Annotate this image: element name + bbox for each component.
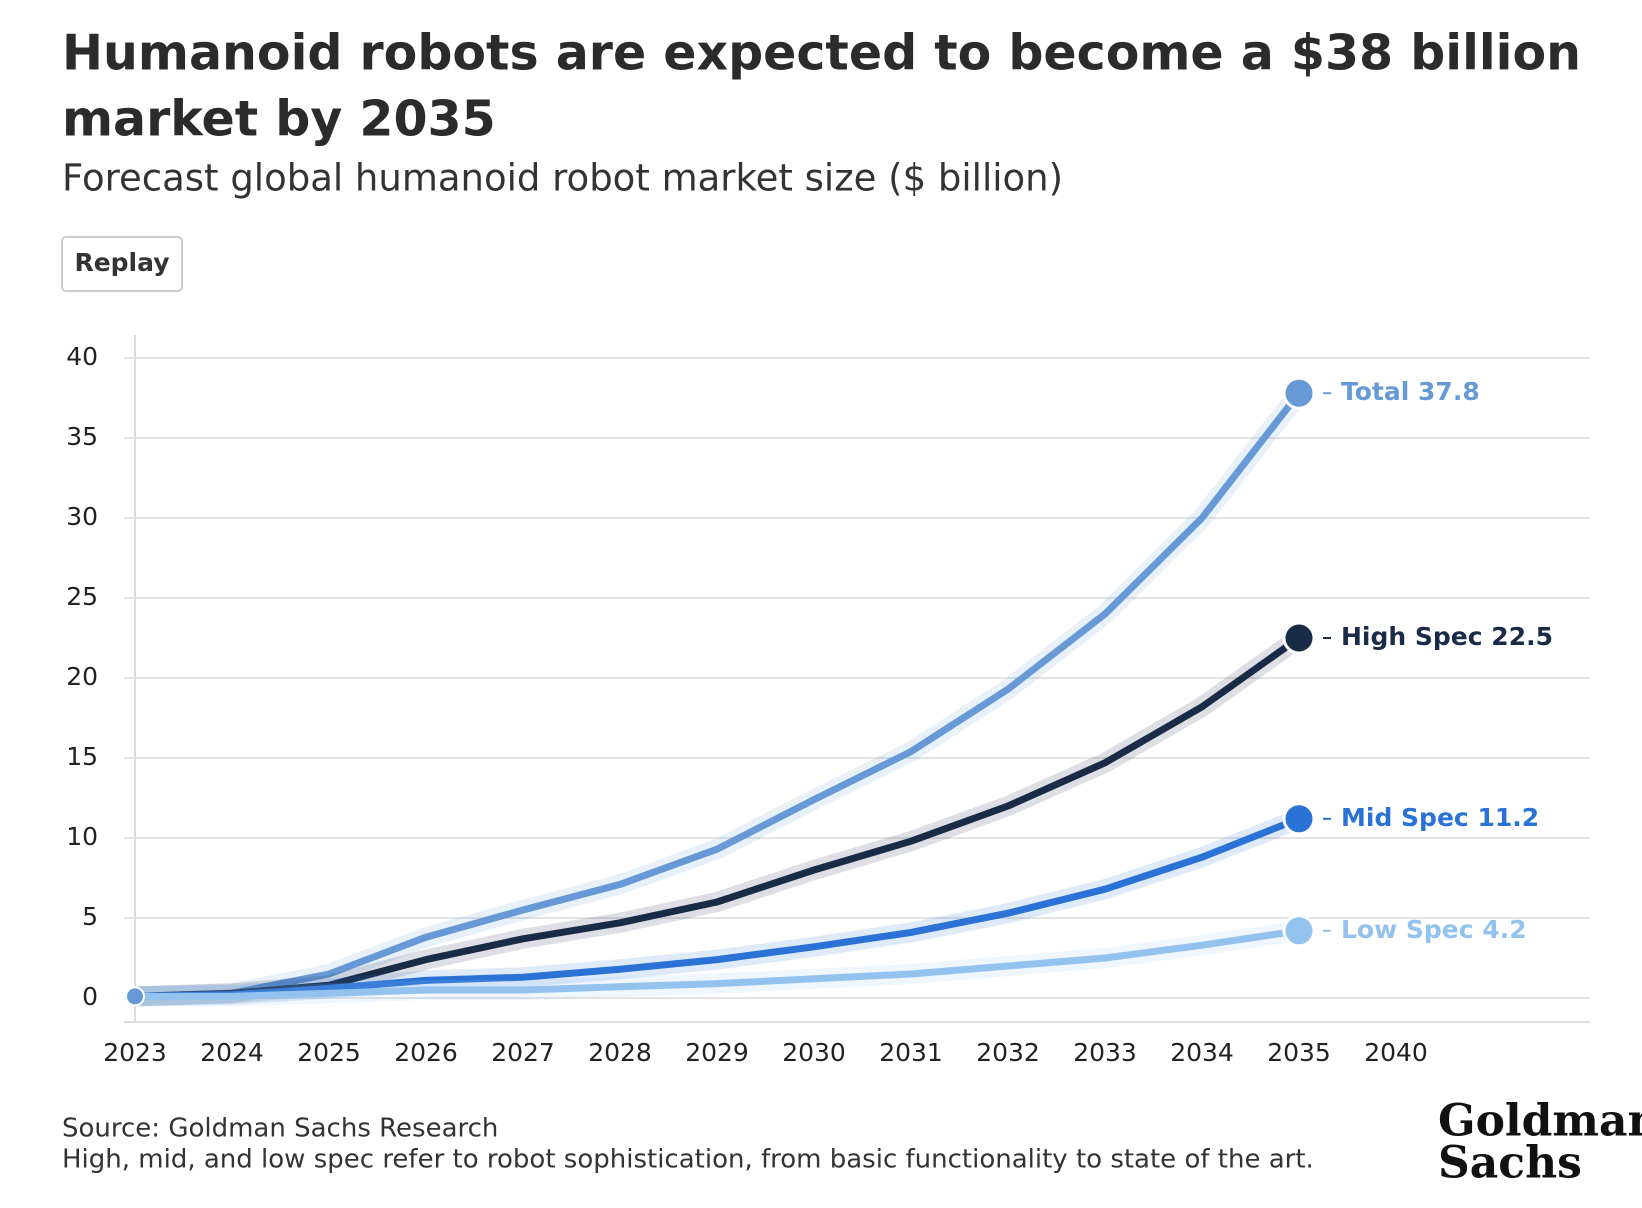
y-tick-label: 25 xyxy=(66,582,98,611)
source-note: Source: Goldman Sachs Research xyxy=(62,1114,498,1144)
y-tick-label: 40 xyxy=(66,342,98,371)
series-name: Mid Spec xyxy=(1341,803,1469,832)
series-name: Low Spec xyxy=(1341,915,1474,944)
end-point xyxy=(1282,621,1316,655)
chart-title: market by 2035 xyxy=(62,91,496,148)
x-tick-label: 2029 xyxy=(685,1038,749,1067)
end-point xyxy=(1282,802,1316,836)
x-tick-label: 2023 xyxy=(103,1038,167,1067)
chart-title: Humanoid robots are expected to become a… xyxy=(62,25,1581,82)
x-tick-label: 2027 xyxy=(491,1038,555,1067)
x-tick-label: 2033 xyxy=(1073,1038,1137,1067)
line xyxy=(131,389,1303,1000)
end-label: Total 37.8 xyxy=(1341,377,1480,406)
value-label: 22.5 xyxy=(1491,622,1553,651)
line xyxy=(131,927,1303,1000)
logo: Goldman xyxy=(1438,1096,1642,1147)
x-tick-label: 2030 xyxy=(782,1038,846,1067)
y-tick-label: 0 xyxy=(82,982,98,1011)
series-name: High Spec xyxy=(1341,622,1483,651)
y-tick-label: 30 xyxy=(66,502,98,531)
y-tick-label: 15 xyxy=(66,742,98,771)
y-tick-label: 20 xyxy=(66,662,98,691)
end-label: Low Spec 4.2 xyxy=(1341,915,1527,944)
line-halo xyxy=(125,628,1309,1007)
button-label[interactable]: Replay xyxy=(74,248,169,277)
x-tick-label: 2024 xyxy=(200,1038,264,1067)
value-label: 4.2 xyxy=(1482,915,1526,944)
x-tick-label: 2026 xyxy=(394,1038,458,1067)
y-tick-label: 5 xyxy=(82,902,98,931)
logo: Sachs xyxy=(1438,1138,1582,1189)
x-tick-label: 2025 xyxy=(297,1038,361,1067)
value-label: 37.8 xyxy=(1418,377,1480,406)
footnote: High, mid, and low spec refer to robot s… xyxy=(62,1145,1314,1175)
x-tick-label: 2040 xyxy=(1364,1038,1428,1067)
button-frame[interactable] xyxy=(61,236,183,292)
y-tick-label: 10 xyxy=(66,822,98,851)
line xyxy=(131,815,1303,1000)
x-tick-label: 2032 xyxy=(976,1038,1040,1067)
end-point xyxy=(1282,914,1316,948)
start-point xyxy=(125,986,145,1007)
replay-button[interactable]: Replay xyxy=(61,236,183,292)
x-tick-label: 2035 xyxy=(1267,1038,1331,1067)
x-tick-label: 2028 xyxy=(588,1038,652,1067)
x-tick-label: 2034 xyxy=(1170,1038,1234,1067)
value-label: 11.2 xyxy=(1477,803,1539,832)
chart-subtitle: Forecast global humanoid robot market si… xyxy=(62,157,1063,200)
series-name: Total xyxy=(1341,377,1409,406)
y-tick-label: 35 xyxy=(66,422,98,451)
end-label: High Spec 22.5 xyxy=(1341,622,1553,651)
line xyxy=(131,634,1303,1000)
x-tick-label: 2031 xyxy=(879,1038,943,1067)
end-label: Mid Spec 11.2 xyxy=(1341,803,1539,832)
end-point xyxy=(1282,376,1316,410)
